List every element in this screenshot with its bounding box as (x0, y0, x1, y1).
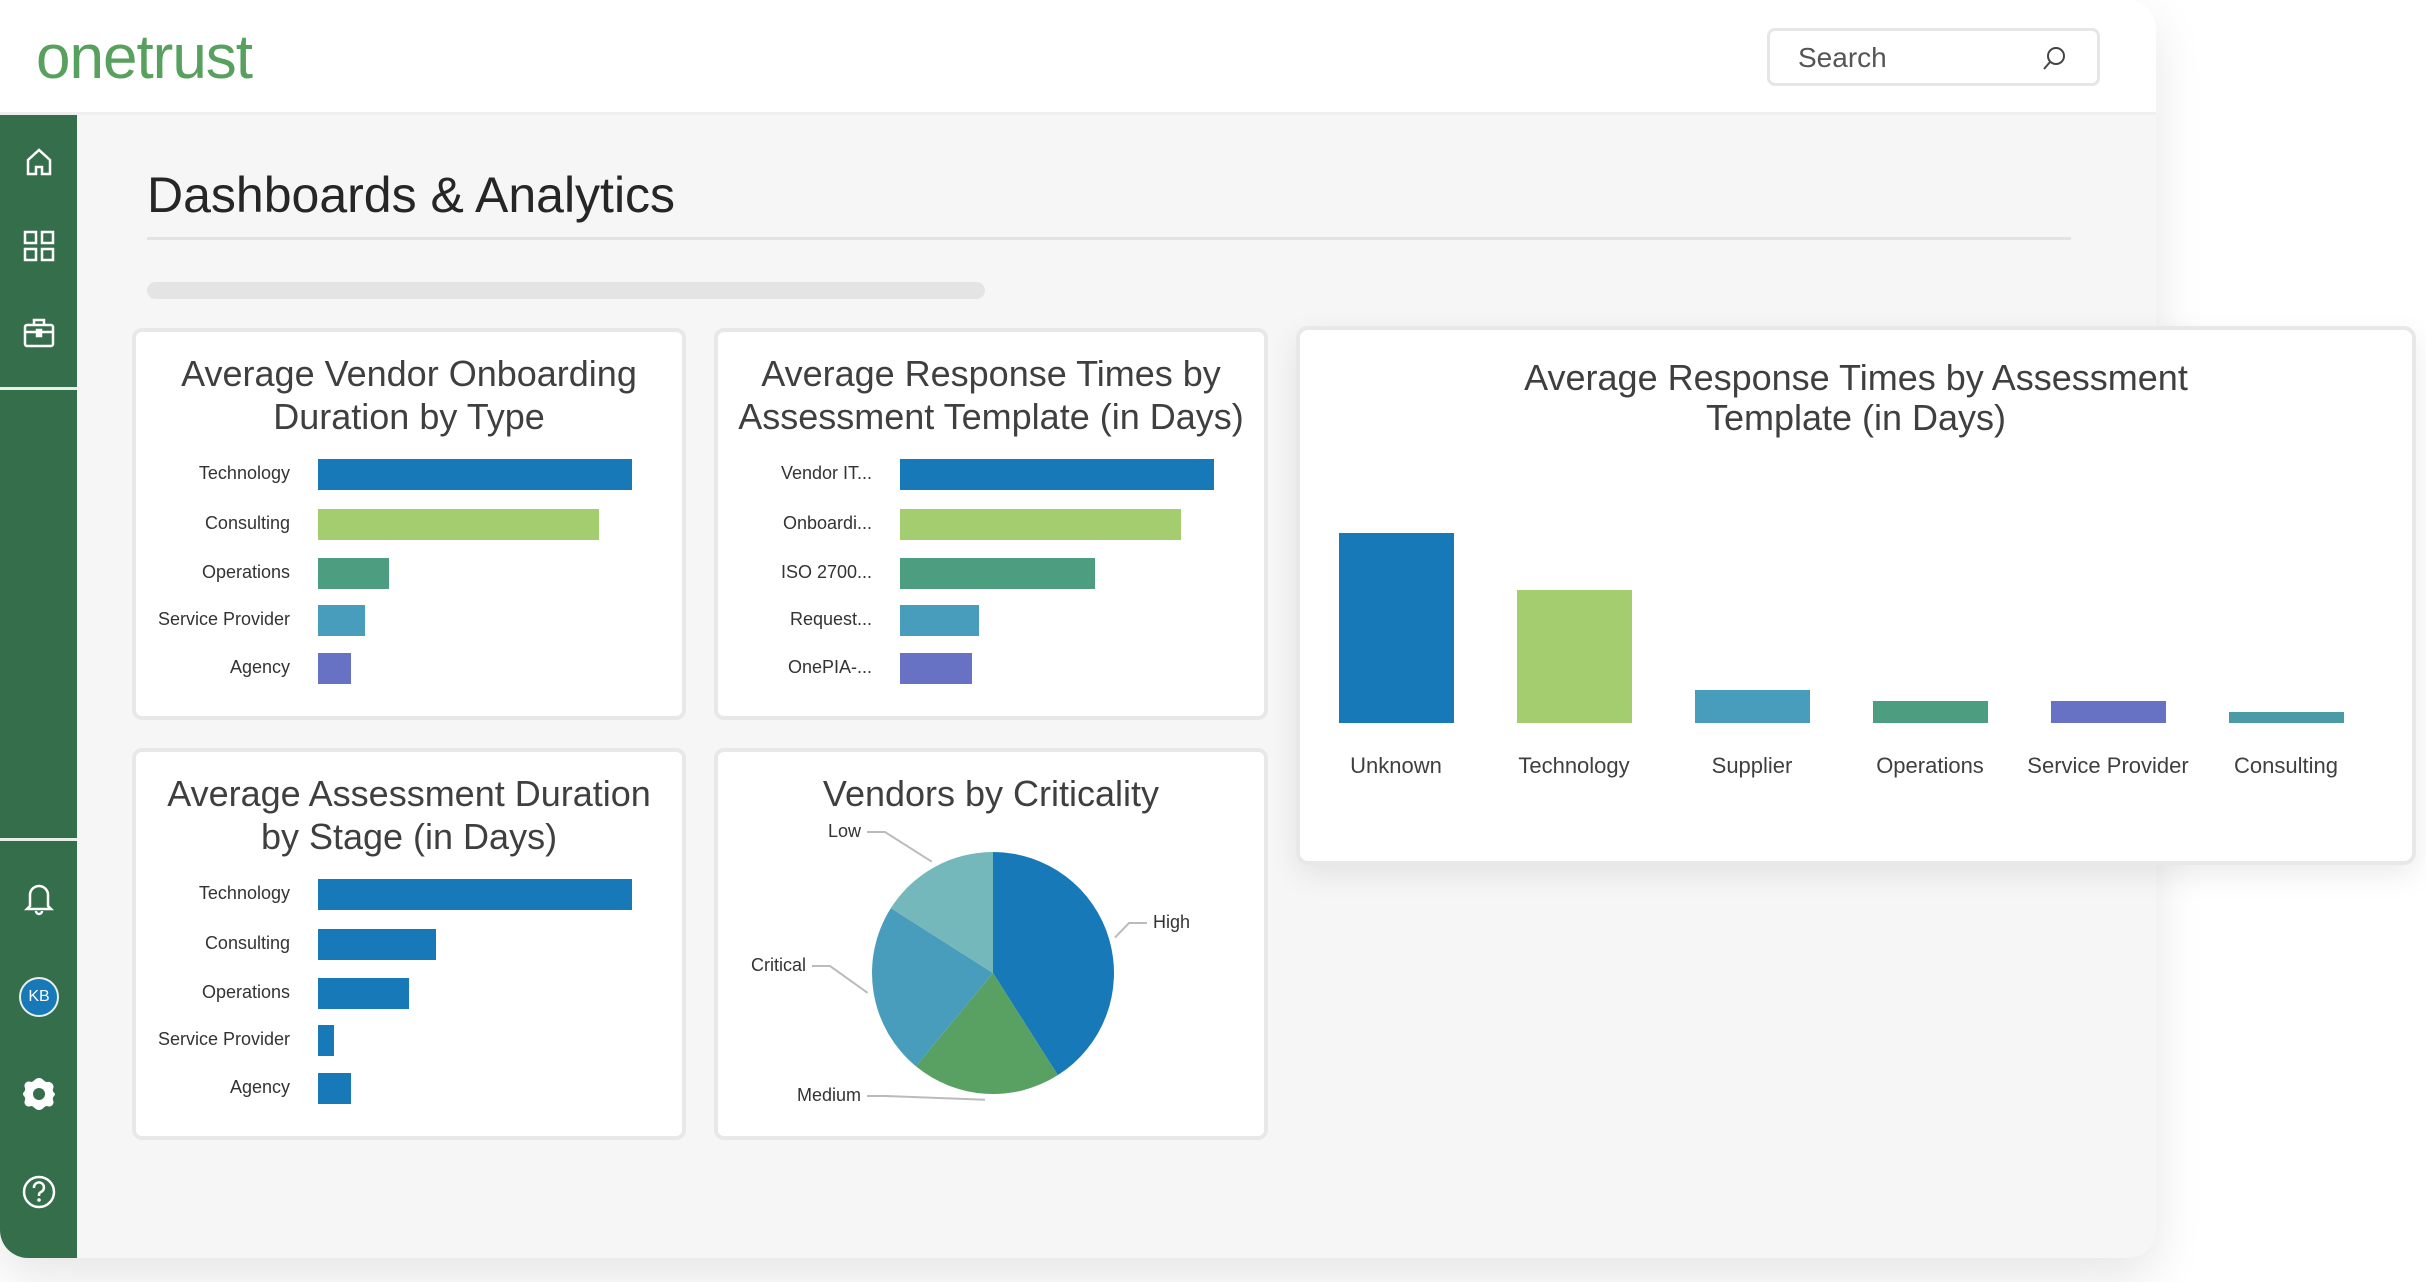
pie-slice[interactable] (915, 973, 1058, 1094)
bar[interactable] (900, 653, 973, 684)
bar-label: Service Provider (157, 1029, 290, 1049)
pie-leader-line (1114, 922, 1147, 939)
bar-label: Vendor IT... (780, 463, 872, 483)
search-box[interactable] (1767, 28, 2100, 86)
vendors-by-criticality-card[interactable]: Vendors by Criticality High Medium Critica… (714, 748, 1268, 1140)
home-icon[interactable] (20, 143, 58, 181)
gear-icon[interactable] (20, 1075, 58, 1113)
card-title: Average Assessment Duration by Stage (in… (167, 773, 651, 857)
column-bar[interactable] (1339, 533, 1454, 723)
column-bar[interactable] (1695, 690, 1810, 723)
bar-label: Operations (201, 982, 290, 1002)
pie-slice[interactable] (993, 852, 1114, 1076)
bar-label: Onboardi... (782, 513, 872, 533)
response-times-card[interactable]: Average Response Times by Assessment Tem… (714, 328, 1268, 720)
bar[interactable] (318, 605, 366, 636)
bar[interactable] (318, 558, 389, 589)
bar-label: Request... (789, 609, 872, 629)
sidebar-divider (0, 838, 77, 841)
bell-icon[interactable] (20, 878, 58, 916)
bar[interactable] (318, 1025, 334, 1056)
category-label: Unknown (1350, 753, 1442, 778)
help-icon[interactable] (20, 1173, 58, 1211)
bar-label: Consulting (204, 933, 290, 953)
bar-label: Operations (201, 562, 290, 582)
bar-label: Agency (229, 657, 290, 677)
pie-leader-line (812, 965, 869, 994)
top-header: onetrust (0, 0, 2156, 115)
category-label: Service Provider (2027, 753, 2189, 778)
grid-icon[interactable] (20, 227, 58, 265)
bar[interactable] (318, 653, 351, 684)
bar[interactable] (318, 509, 600, 540)
bar[interactable] (318, 1073, 351, 1104)
category-label: Supplier (1711, 753, 1793, 778)
bar[interactable] (900, 558, 1095, 589)
search-input[interactable] (1798, 41, 2028, 75)
pie-slice[interactable] (872, 908, 993, 1067)
column-bar[interactable] (2229, 712, 2344, 723)
card-title: Average Response Times by Assessment Tem… (738, 353, 1244, 437)
pie-label: Medium (796, 1085, 861, 1105)
bar[interactable] (318, 879, 632, 910)
bar-label: Service Provider (157, 609, 290, 629)
response-times-column-card[interactable]: Average Response Times by Assessment Tem… (1296, 326, 2416, 865)
column-bar[interactable] (1517, 589, 1632, 723)
bar-label: Technology (198, 883, 290, 903)
bar[interactable] (900, 459, 1214, 490)
onetrust-logo[interactable]: onetrust (36, 23, 253, 92)
bar[interactable] (318, 978, 410, 1009)
user-avatar[interactable]: KB (19, 977, 59, 1017)
title-divider (147, 237, 2071, 240)
pie-label: Critical (750, 955, 806, 975)
bar-label: ISO 2700... (780, 562, 872, 582)
pie-label: High (1153, 912, 1191, 932)
bar[interactable] (900, 509, 1182, 540)
card-title: Average Response Times by Assessment Tem… (1524, 357, 2188, 438)
column-bar[interactable] (1873, 701, 1988, 723)
bar-label: Agency (229, 1077, 290, 1097)
assessment-duration-card[interactable]: Average Assessment Duration by Stage (in… (132, 748, 686, 1140)
category-label: Technology (1518, 753, 1630, 778)
card-title: Vendors by Criticality (822, 773, 1160, 814)
sidebar-nav: KB (0, 115, 77, 1258)
briefcase-icon[interactable] (20, 314, 58, 352)
pie-chart (812, 831, 1147, 1101)
onboarding-duration-card[interactable]: Average Vendor Onboarding Duration by Ty… (132, 328, 686, 720)
bar[interactable] (900, 605, 979, 636)
pie-leader-line (867, 1095, 986, 1101)
bar-label: Technology (198, 463, 290, 483)
pie-label: Low (827, 821, 861, 841)
pie-slice[interactable] (890, 852, 993, 973)
page-title: Dashboards & Analytics (147, 167, 676, 223)
bar-label: Consulting (204, 513, 290, 533)
card-title: Average Vendor Onboarding Duration by Ty… (181, 353, 637, 437)
loading-placeholder-bar (147, 282, 985, 299)
category-label: Consulting (2234, 753, 2338, 778)
bar[interactable] (318, 459, 632, 490)
bar[interactable] (318, 929, 436, 960)
search-icon[interactable] (2041, 45, 2067, 71)
pie-leader-line (867, 831, 933, 863)
category-label: Operations (1876, 753, 1984, 778)
sidebar-divider (0, 387, 77, 390)
bar-label: OnePIA-... (787, 657, 872, 677)
column-bar[interactable] (2051, 701, 2166, 723)
